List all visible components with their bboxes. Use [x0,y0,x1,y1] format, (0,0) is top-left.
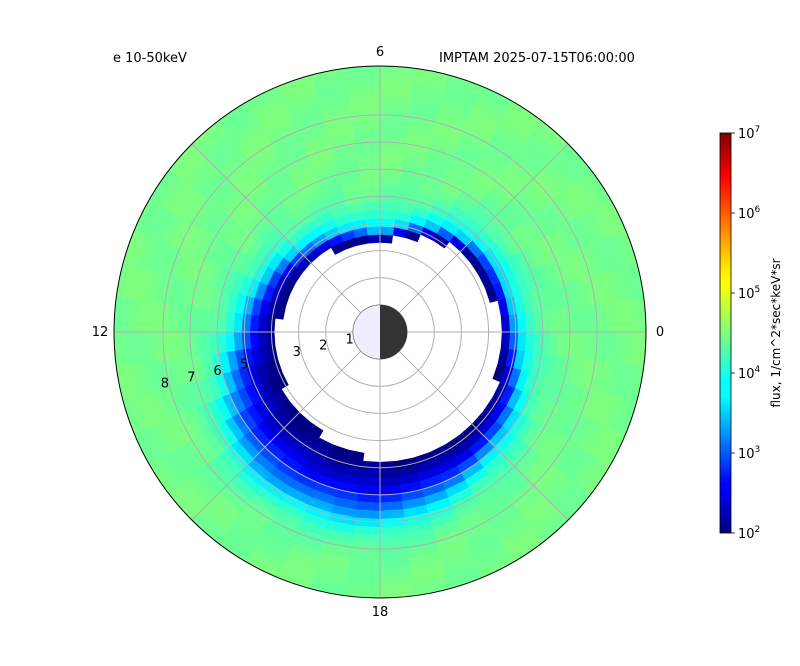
mlt-tick-label: 0 [656,325,664,340]
flux-cell [516,331,527,352]
polar-grid [114,66,646,598]
colorbar-tick-exponent: 7 [755,125,761,135]
colorbar-tick-label: 107 [738,125,760,142]
colorbar-tick-exponent: 6 [755,205,761,215]
radial-tick-label: 8 [161,377,169,392]
mlt-tick-label: 6 [376,45,384,60]
flux-cell [249,314,260,333]
flux-cell [379,233,394,244]
colorbar-tick-label: 105 [738,285,760,302]
colorbar-tick-label: 102 [738,525,760,542]
flux-cell [500,314,511,333]
flux-cell [361,193,381,204]
flux-cell [508,331,519,351]
flux-cell [257,331,268,349]
radial-tick-labels: 1 2 3 5 6 7 8 [161,332,354,391]
colorbar-tick-label: 106 [738,205,761,222]
grid-spoke [191,331,381,521]
flux-cell [379,209,397,220]
flux-cell [363,209,381,220]
flux-cell [516,312,527,333]
colorbar-tick-exponent: 2 [755,525,761,535]
colorbar-tick-base: 10 [738,207,755,222]
colorbar-tick-base: 10 [738,527,755,542]
flux-cell [360,185,381,196]
radial-tick-label: 1 [345,332,353,347]
flux-cell [361,460,381,471]
colorbar-tick-base: 10 [738,367,755,382]
earth-night-side [380,304,408,360]
flux-cell [365,225,381,236]
colorbar-tick-exponent: 5 [755,285,761,295]
grid-spoke [191,143,381,333]
flux-cell [257,315,268,333]
flux-cell [379,193,399,204]
colorbar-tick-label: 103 [738,445,760,462]
colorbar-tick-base: 10 [738,447,755,462]
flux-cell [265,316,276,333]
flux-cell [379,201,398,212]
radial-tick-label: 2 [319,339,327,354]
radial-tick-label: 5 [240,358,248,373]
flux-cell [366,233,381,244]
flux-cell [508,313,519,333]
flux-cell [379,468,400,479]
flux-cell [360,468,381,479]
flux-cell [500,331,511,350]
flux-cell [362,201,381,212]
colorbar-gradient [719,132,732,534]
chart-title-left: e 10-50keV [113,51,187,66]
flux-cell [344,66,381,74]
flux-cell [379,217,396,228]
colorbar-tick-exponent: 4 [755,365,761,375]
mlt-tick-label: 18 [372,605,389,620]
flux-cell [380,55,416,65]
flux-cell [344,55,380,65]
grid-spoke [379,331,569,521]
radial-tick-label: 3 [293,345,301,360]
chart-title-right: IMPTAM 2025-07-15T06:00:00 [439,51,635,66]
colorbar-tick-exponent: 3 [755,445,761,455]
plot-boundary [113,65,647,599]
flux-cell [241,313,252,333]
flux-cell [379,225,395,236]
flux-cell [233,312,244,333]
colorbar-label: flux, 1/cm^2*sec*keV*sr [769,258,783,407]
flux-cell [249,331,260,350]
flux-cell [241,331,252,351]
grid-spoke [379,143,569,333]
colorbar-tick-label: 104 [738,365,761,382]
colorbar-tick-base: 10 [738,127,755,142]
flux-cell [265,331,276,348]
flux-cell [379,460,399,471]
flux-cell [364,217,381,228]
flux-heatmap [114,55,646,598]
earth-disk-icon [352,304,408,360]
flux-cell [379,185,400,196]
colorbar-tick-base: 10 [738,287,755,302]
radial-tick-label: 7 [187,370,195,385]
radial-tick-label: 6 [214,364,222,379]
mlt-tick-label: 12 [92,325,109,340]
flux-cell [233,331,244,352]
